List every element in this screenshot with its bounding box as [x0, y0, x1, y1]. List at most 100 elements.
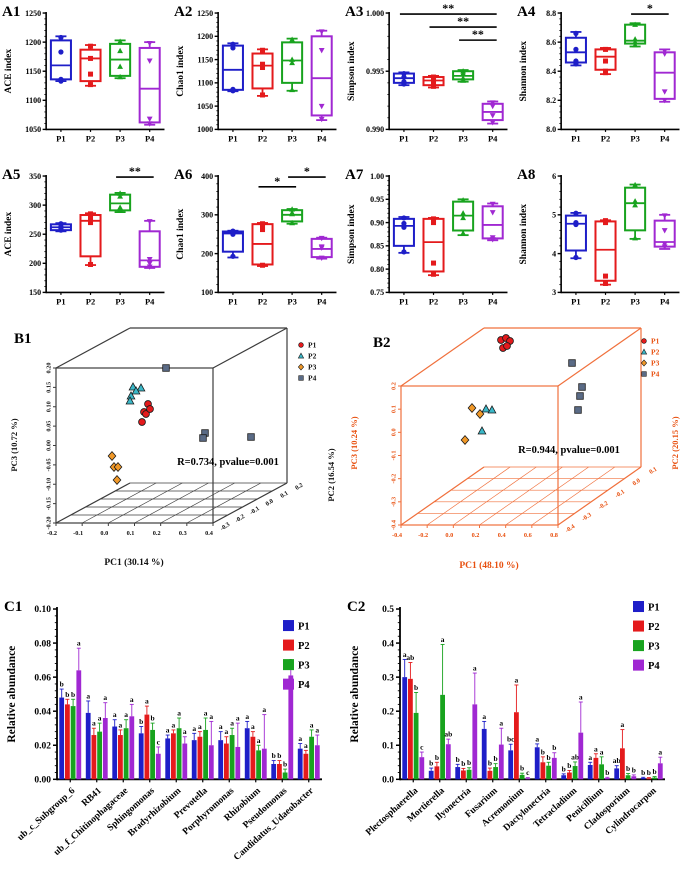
y-tick-label: 0.15	[46, 382, 53, 393]
significance-letter: b	[467, 758, 471, 767]
x-tick-label: P2	[257, 133, 266, 143]
significance-label: **	[129, 164, 141, 178]
bar-P3	[519, 774, 525, 780]
significance-letter: b	[653, 767, 657, 776]
bar-P2	[303, 753, 309, 780]
significance-letter: a	[594, 744, 598, 753]
chart-a1: 1050 1100 1150 1200 1250 ACE index A1 P1 P2 P3 P4	[2, 4, 165, 143]
bar-P4	[314, 745, 320, 780]
significance-letter: a	[230, 719, 234, 728]
bar-P2	[224, 743, 229, 780]
bar-P3	[282, 772, 288, 780]
bar-P3	[70, 706, 76, 780]
bar-P2	[277, 763, 282, 780]
bar-P4	[419, 757, 425, 780]
chart-a4: 8.0 8.2 8.4 8.6 8.8 Shannon index A4 P1 P2 P3 P4 *	[517, 1, 679, 143]
legend-label: P3	[648, 642, 660, 653]
x-tick-label: P3	[115, 296, 124, 306]
y-tick-label: 0.1	[391, 405, 398, 413]
panel-tag: C1	[4, 599, 22, 615]
significance-letter: a	[177, 708, 181, 717]
legend-swatch-P3	[283, 659, 294, 671]
panel-a8: 3 4 5 6 Shannon index A8 P1 P2 P3 P4	[515, 163, 686, 326]
bar-P4	[235, 746, 241, 780]
significance-letter: a	[315, 726, 319, 735]
panel-c1: 0.00 0.02 0.04 0.06 0.08 0.10 Relative abundan…	[0, 595, 343, 889]
y-tick-label: 8.6	[546, 38, 556, 47]
significance-letter: a	[225, 727, 229, 736]
x-tick-label: 0.6	[524, 532, 532, 539]
significance-letter: b	[494, 754, 498, 763]
x-tick-label: 0.8	[550, 532, 558, 539]
y-tick-label: 0.2	[382, 707, 394, 717]
significance-letter: a	[245, 712, 249, 721]
significance-letter: a	[298, 734, 302, 743]
bar-P1	[191, 740, 197, 780]
significance-letter: a	[113, 710, 117, 719]
legend-label: P2	[651, 347, 660, 356]
x-tick-label: 0.3	[179, 530, 187, 537]
bar-P2	[461, 770, 466, 780]
panel-a3: 0.990 0.995 1.000 Simpson index A3 P1 P2 P3 P4 **…	[343, 0, 515, 163]
bar-P1	[138, 733, 144, 780]
significance-letter: ab	[444, 730, 452, 739]
z-axis-label: PC2 (16.54 %)	[326, 448, 336, 501]
y-tick-label: 1050	[197, 102, 213, 111]
x-tick-label: -0.2	[47, 530, 57, 537]
bar-P1	[508, 750, 514, 780]
y-tick-label: 250	[29, 230, 41, 239]
significance-letter: bc	[507, 735, 515, 744]
legend-label: P3	[308, 362, 317, 371]
bar-P3	[440, 694, 445, 780]
significance-letter: b	[65, 690, 69, 699]
bar-P1	[534, 747, 540, 780]
panel-tag: A4	[517, 4, 536, 20]
bar-P3	[546, 765, 551, 780]
x-tick-label: P3	[115, 133, 124, 143]
y-tick-label: 300	[29, 200, 41, 209]
y-tick-label: 100	[201, 288, 213, 297]
y-tick-label: -0.2	[391, 474, 398, 484]
bar-P2	[197, 736, 203, 780]
y-tick-label: 0.02	[34, 741, 51, 751]
bar-P1	[561, 775, 567, 780]
significance-letter: a	[145, 697, 149, 706]
bar-P1	[218, 740, 224, 780]
x-tick-label: -0.1	[73, 530, 83, 537]
x-tick-label: P4	[145, 296, 155, 306]
significance-letter: a	[119, 720, 123, 729]
bar-P1	[244, 728, 250, 780]
bar-P4	[604, 777, 610, 780]
z-tick-label: -0.1	[614, 488, 626, 499]
legend-label: P3	[298, 661, 310, 672]
chart-b1: -0.2 -0.1 0.0 0.1 0.2 0.3 0.40.200.150.100.050…	[9, 327, 336, 568]
x-tick-label: P2	[257, 296, 266, 306]
legend-label: P1	[308, 340, 317, 349]
legend-label: P2	[298, 641, 310, 652]
x-tick-label: P4	[145, 133, 155, 143]
legend-label: P4	[308, 373, 317, 382]
x-tick-label: P1	[228, 133, 237, 143]
bar-P1	[85, 712, 91, 780]
y-axis-label: Shannon index	[519, 203, 529, 264]
significance-letter: a	[103, 693, 107, 702]
bar-P3	[599, 764, 604, 780]
y-tick-label: 0.80	[370, 264, 384, 273]
bar-P2	[171, 733, 176, 780]
y-tick-label: 300	[201, 210, 213, 219]
x-tick-label: P1	[399, 296, 408, 306]
y-tick-label: 0.995	[366, 67, 384, 76]
significance-letter: a	[204, 708, 208, 717]
x-tick-label: P3	[287, 296, 296, 306]
y-tick-label: 8.0	[546, 125, 556, 134]
significance-letter: a	[499, 719, 503, 728]
panel-a7: 0.75 0.80 0.85 0.90 0.95 1.00 Simpson index A7 P…	[343, 163, 515, 326]
panel-tag: A5	[2, 167, 20, 183]
bar-P4	[445, 744, 451, 780]
y-tick-label: 0.08	[34, 639, 51, 649]
x-tick-label: 0.2	[472, 532, 480, 539]
x-tick-label: P1	[571, 133, 580, 143]
x-tick-label: P2	[86, 133, 95, 143]
significance-letter: a	[515, 675, 519, 684]
significance-letter: ab	[406, 653, 414, 662]
